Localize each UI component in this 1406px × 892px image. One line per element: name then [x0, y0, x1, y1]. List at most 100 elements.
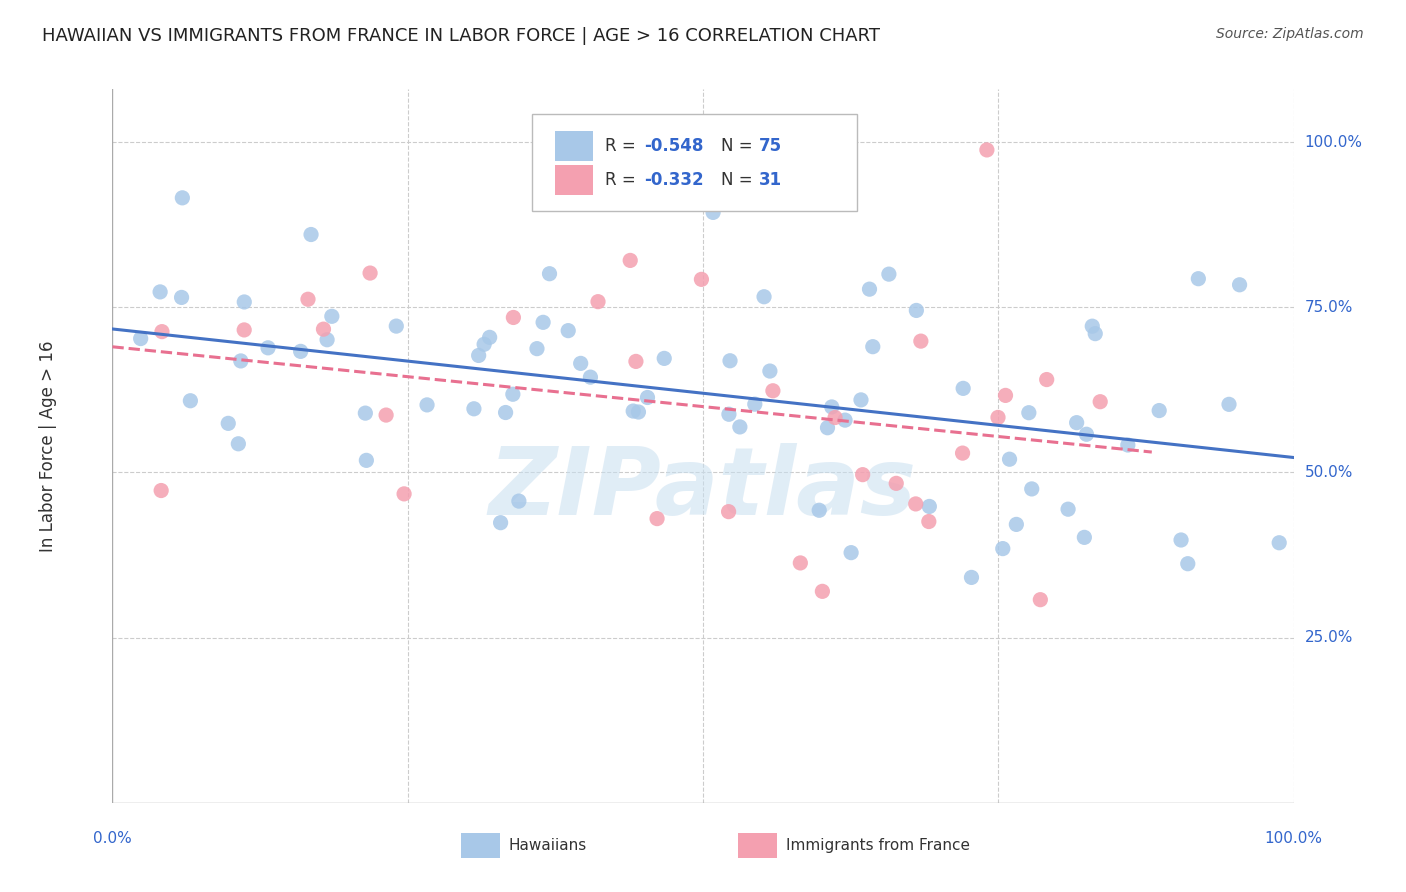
Point — [824, 410, 846, 425]
Point — [976, 143, 998, 157]
Point — [877, 267, 900, 281]
Point — [910, 334, 932, 348]
Point — [905, 303, 928, 318]
Point — [690, 272, 713, 286]
Text: Source: ZipAtlas.com: Source: ZipAtlas.com — [1216, 27, 1364, 41]
Text: Hawaiians: Hawaiians — [508, 838, 586, 853]
Point — [987, 410, 1010, 425]
Point — [489, 516, 512, 530]
Point — [858, 282, 880, 296]
Text: Immigrants from France: Immigrants from France — [786, 838, 970, 853]
Point — [744, 397, 766, 411]
Point — [463, 401, 485, 416]
Point — [834, 413, 856, 427]
Point — [759, 364, 782, 378]
Point — [233, 295, 256, 310]
Point — [1035, 373, 1057, 387]
Point — [228, 437, 250, 451]
Point — [1268, 535, 1291, 549]
Point — [960, 570, 983, 584]
Point — [717, 407, 740, 421]
Point — [538, 267, 561, 281]
Point — [526, 342, 548, 356]
Point — [297, 292, 319, 306]
Point — [586, 294, 609, 309]
Point — [217, 417, 239, 431]
Point — [627, 405, 650, 419]
Text: R =: R = — [605, 171, 641, 189]
Point — [1177, 557, 1199, 571]
Point — [1229, 277, 1251, 292]
Text: 31: 31 — [758, 171, 782, 189]
Point — [637, 391, 659, 405]
Point — [478, 330, 501, 344]
Point — [508, 494, 530, 508]
Point — [1021, 482, 1043, 496]
Point — [862, 340, 884, 354]
Point — [1057, 502, 1080, 516]
Point — [150, 483, 173, 498]
Point — [1088, 394, 1111, 409]
Text: ZIPatlas: ZIPatlas — [489, 442, 917, 535]
Text: HAWAIIAN VS IMMIGRANTS FROM FRANCE IN LABOR FORCE | AGE > 16 CORRELATION CHART: HAWAIIAN VS IMMIGRANTS FROM FRANCE IN LA… — [42, 27, 880, 45]
Point — [918, 515, 941, 529]
Point — [354, 406, 377, 420]
Point — [1218, 397, 1240, 411]
Point — [1116, 438, 1139, 452]
Point — [375, 408, 398, 422]
Point — [1018, 406, 1040, 420]
Point — [472, 337, 495, 351]
Point — [624, 354, 647, 368]
Point — [789, 556, 811, 570]
Point — [1084, 326, 1107, 341]
Point — [495, 405, 517, 419]
Point — [811, 584, 834, 599]
Text: 25.0%: 25.0% — [1305, 630, 1353, 645]
Point — [884, 476, 907, 491]
Point — [557, 324, 579, 338]
Text: 0.0%: 0.0% — [93, 830, 132, 846]
Point — [502, 387, 524, 401]
Point — [1147, 403, 1170, 417]
Point — [645, 511, 668, 525]
Point — [817, 421, 839, 435]
Text: In Labor Force | Age > 16: In Labor Force | Age > 16 — [38, 340, 56, 552]
Text: -0.332: -0.332 — [644, 171, 703, 189]
Point — [821, 400, 844, 414]
Point — [991, 541, 1014, 556]
Point — [150, 325, 173, 339]
Point — [1081, 319, 1104, 334]
Point — [149, 285, 172, 299]
Point — [702, 205, 724, 219]
Point — [359, 266, 381, 280]
Point — [233, 323, 256, 337]
Point — [569, 356, 592, 370]
Text: 75: 75 — [758, 137, 782, 155]
Point — [316, 333, 339, 347]
Point — [1005, 517, 1028, 532]
Point — [129, 332, 152, 346]
Point — [728, 420, 751, 434]
Point — [952, 381, 974, 395]
Point — [356, 453, 378, 467]
Point — [904, 497, 927, 511]
Point — [998, 452, 1021, 467]
Point — [918, 500, 941, 514]
Text: 100.0%: 100.0% — [1264, 830, 1323, 846]
Point — [1187, 271, 1209, 285]
Point — [621, 404, 644, 418]
Point — [179, 393, 201, 408]
Point — [717, 505, 740, 519]
Text: -0.548: -0.548 — [644, 137, 703, 155]
Point — [321, 310, 343, 324]
Point — [808, 503, 831, 517]
Point — [531, 315, 554, 329]
Point — [619, 253, 641, 268]
FancyBboxPatch shape — [531, 114, 856, 211]
FancyBboxPatch shape — [555, 131, 593, 161]
Text: 50.0%: 50.0% — [1305, 465, 1353, 480]
Point — [849, 392, 872, 407]
Point — [1066, 416, 1088, 430]
Point — [579, 370, 602, 384]
Point — [170, 290, 193, 304]
